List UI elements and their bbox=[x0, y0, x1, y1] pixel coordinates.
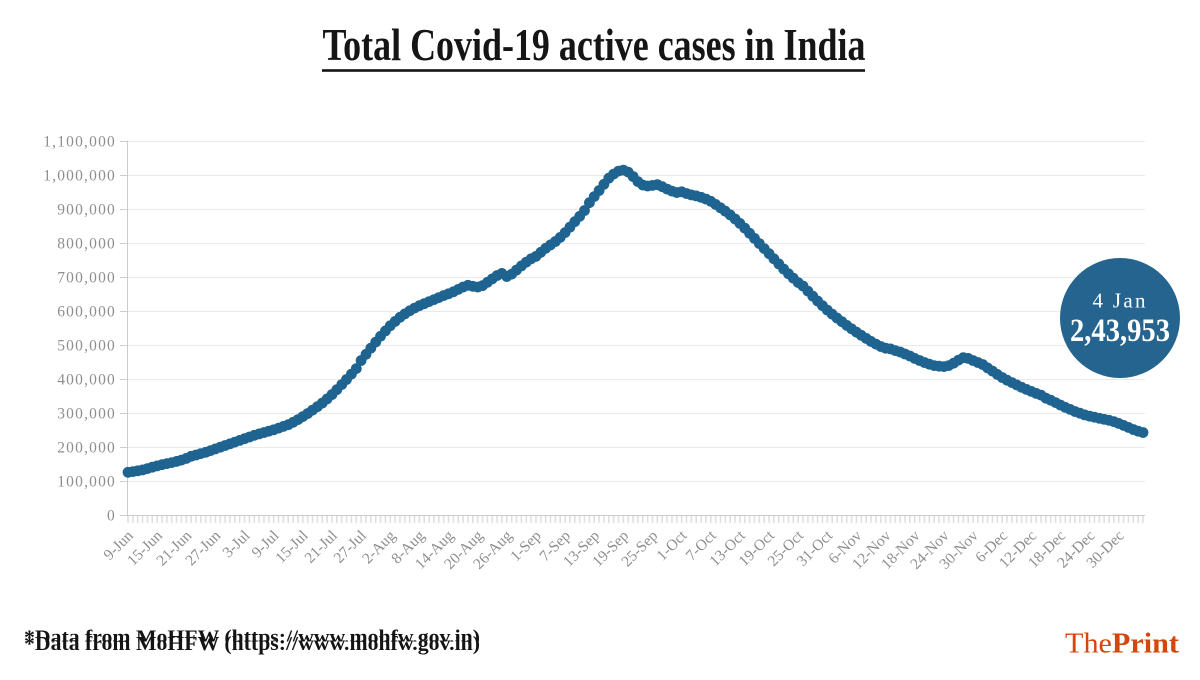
svg-text:200,000: 200,000 bbox=[57, 440, 116, 457]
svg-text:400,000: 400,000 bbox=[57, 372, 116, 389]
svg-text:0: 0 bbox=[107, 508, 116, 525]
svg-text:300,000: 300,000 bbox=[57, 406, 116, 423]
svg-text:2,43,953: 2,43,953 bbox=[1070, 313, 1170, 349]
svg-text:100,000: 100,000 bbox=[57, 474, 116, 491]
svg-text:600,000: 600,000 bbox=[57, 304, 116, 321]
svg-text:900,000: 900,000 bbox=[57, 202, 116, 219]
svg-text:4 Jan: 4 Jan bbox=[1093, 289, 1147, 313]
svg-text:800,000: 800,000 bbox=[57, 236, 116, 253]
svg-text:500,000: 500,000 bbox=[57, 338, 116, 355]
svg-text:Total Covid-19 active cases in: Total Covid-19 active cases in India bbox=[323, 20, 866, 70]
svg-text:*Data from MoHFW (https://www.: *Data from MoHFW (https://www.mohfw.gov.… bbox=[24, 628, 480, 649]
svg-text:*Data from MoHFW (https://www.: *Data from MoHFW (https://www.mohfw.gov.… bbox=[24, 634, 480, 655]
svg-text:700,000: 700,000 bbox=[57, 270, 116, 287]
svg-text:1,000,000: 1,000,000 bbox=[43, 168, 116, 185]
svg-text:1,100,000: 1,100,000 bbox=[43, 134, 116, 151]
